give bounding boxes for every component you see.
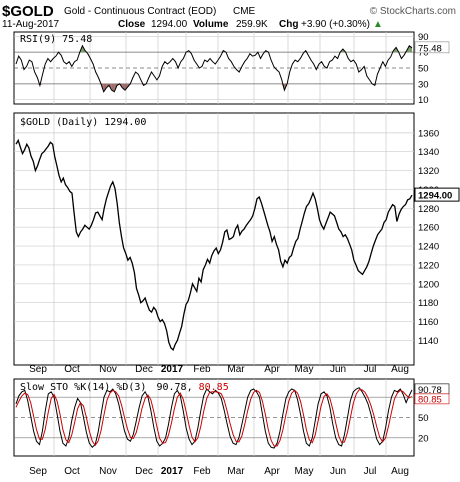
month-label: Nov (99, 466, 117, 477)
rsi-tick-label: 90 (418, 32, 429, 43)
rsi-line (15, 44, 413, 93)
month-label: Jun (330, 466, 346, 477)
rsi-oversold-fill (122, 83, 125, 91)
rsi-value-tag (414, 41, 450, 54)
month-label: Oct (64, 466, 80, 477)
price-tick-label: 1200 (418, 279, 439, 290)
month-label: 2017 (161, 466, 184, 477)
stochastic-prefix: Slow STO %K(14) %D(3) (20, 382, 146, 393)
price-line (15, 138, 413, 352)
rsi-fills (37, 45, 412, 92)
month-label: Apr (264, 466, 280, 477)
month-label: Jul (364, 466, 377, 477)
rsi-tick-label: 50 (418, 64, 429, 75)
month-label: Sep (29, 466, 47, 477)
stochastic-k-tag-text: 90.78 (418, 385, 442, 396)
month-label: Aug (391, 466, 409, 477)
rsi-oversold-fill (124, 83, 128, 91)
month-label: Nov (99, 364, 117, 375)
price-label-group: $GOLD (Daily) 1294.00 (20, 117, 146, 128)
price-value-tag-text: 1294.00 (418, 191, 452, 202)
rsi-tick-label: 10 (418, 95, 429, 106)
price-tick-label: 1260 (418, 223, 439, 234)
price-tick-label: 1240 (418, 242, 439, 253)
series-lines (15, 44, 413, 449)
stochastic-separator: , (187, 382, 199, 393)
month-label: Oct (64, 364, 80, 375)
brand-text: © StockCharts.com (370, 6, 456, 17)
month-label: Sep (29, 364, 47, 375)
stochastic-d-line (15, 389, 413, 447)
chg-value: +3.90 (+0.30%) (301, 19, 370, 30)
month-label: Feb (193, 364, 211, 375)
volume-value: 259.9K (236, 19, 268, 30)
instrument-name: Gold - Continuous Contract (EOD) (64, 6, 216, 17)
month-label: Mar (227, 466, 245, 477)
month-label: May (295, 466, 314, 477)
rsi-oversold-fill (103, 83, 107, 92)
chart-header: $GOLD Gold - Continuous Contract (EOD) C… (2, 3, 456, 30)
stochastic-tick-label: 50 (418, 413, 429, 424)
month-label: Dec (135, 466, 153, 477)
rsi-tick-label: 70 (418, 48, 429, 59)
chart-date: 11-Aug-2017 (2, 19, 60, 30)
month-label: May (295, 364, 314, 375)
price-tick-label: 1360 (418, 128, 439, 139)
month-label: 2017 (161, 364, 184, 375)
close-value: 1294.00 (151, 19, 188, 30)
price-tick-label: 1140 (418, 336, 438, 347)
price-tick-label: 1320 (418, 166, 439, 177)
month-label: Feb (193, 466, 211, 477)
rsi-tick-label: 30 (418, 79, 429, 90)
month-axis: Sep Sep Oct Oct Nov Nov Dec Dec 2017 2017 Feb Feb Ma… (29, 364, 409, 477)
stochastic-tick-label: 20 (418, 433, 429, 444)
stochastic-d-tag-text: 80.85 (418, 394, 442, 405)
stochastic-d-value: 80.85 (199, 382, 229, 393)
chg-up-arrow-icon: ▲ (373, 19, 383, 30)
symbol-title: $GOLD (2, 3, 54, 20)
stochastic-d-tag (414, 393, 450, 405)
month-label: Mar (227, 364, 245, 375)
month-label: Aug (391, 364, 409, 375)
price-tick-label: 1180 (418, 298, 438, 309)
price-panel (13, 112, 415, 366)
close-label: Close (118, 19, 146, 30)
month-label: Jul (364, 364, 377, 375)
chg-label: Chg (279, 19, 298, 30)
stochastic-title: Slow STO %K(14) %D(3) 90.78, 80.85 (20, 382, 229, 393)
rsi-value-tag-text: 75.48 (418, 43, 442, 54)
rsi-label: RSI(9) 75.48 (20, 34, 92, 45)
month-label: Apr (264, 364, 280, 375)
price-title: $GOLD (Daily) 1294.00 (20, 117, 146, 128)
rsi-oversold-fill (111, 83, 115, 92)
price-tick-label: 1340 (418, 147, 439, 158)
stochastic-label: Slow STO %K(14) %D(3) 90.78, 80.85 (20, 382, 229, 393)
stochastic-k-value: 90.78 (156, 382, 186, 393)
exchange-label: CME (233, 6, 256, 17)
volume-label: Volume (193, 19, 229, 30)
price-tick-label: 1220 (418, 260, 439, 271)
tick-labels: 907050301075.481360134013201300128012601… (414, 32, 460, 444)
month-label: Jun (330, 364, 346, 375)
price-tick-label: 1160 (418, 317, 438, 328)
rsi-title: RSI(9) 75.48 (20, 34, 92, 45)
price-value-tag (414, 187, 460, 202)
price-tick-label: 1280 (418, 204, 439, 215)
month-label: Dec (135, 364, 153, 375)
